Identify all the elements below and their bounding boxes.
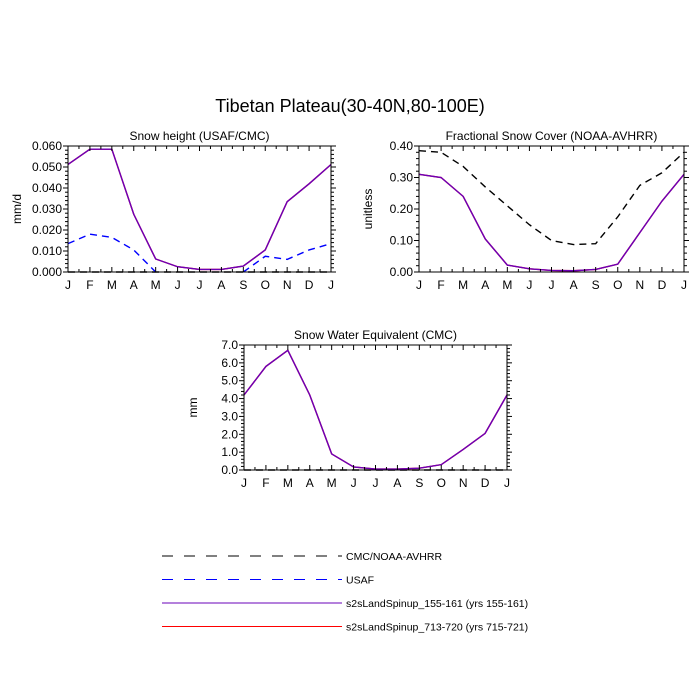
series-line-s2slandspinup-713-720-yrs-715-721- [243, 349, 508, 470]
y-tick-label: 7.0 [221, 338, 238, 352]
y-tick-label: 0.040 [32, 181, 62, 195]
x-tick-label: F [262, 476, 269, 490]
x-tick-label: M [458, 278, 468, 292]
chart-panels: Snow height (USAF/CMC)mm/dJ F M A M J J A S O N D J0… [10, 129, 689, 490]
x-tick-label: A [217, 278, 225, 292]
x-tick-label: N [459, 476, 468, 490]
legend: CMC/NOAA-AVHRR USAF s2sLandSpinup_155-161 … [162, 551, 528, 634]
x-tick-label: J [351, 476, 357, 490]
chart-snow-water-equivalent: Snow Water Equivalent (CMC)mmJ F M A M J J A S O N… [186, 328, 512, 490]
x-tick-label: A [306, 476, 314, 490]
y-axis-label: mm/d [10, 194, 24, 224]
x-tick-label: D [658, 278, 667, 292]
x-tick-label: A [393, 476, 401, 490]
y-tick-label: 0.00 [390, 265, 414, 279]
x-tick-label: A [130, 278, 138, 292]
chart-title: Snow height (USAF/CMC) [129, 129, 269, 143]
y-tick-label: 0.10 [390, 234, 414, 248]
legend-label: CMC/NOAA-AVHRR [346, 551, 442, 563]
series-line-s2slandspinup-713-720-yrs-715-721- [418, 173, 685, 272]
x-tick-label: J [504, 476, 510, 490]
series-line-s2slandspinup-155-161-yrs-155-161- [67, 148, 332, 271]
y-tick-label: 1.0 [221, 445, 238, 459]
y-tick-label: 2.0 [221, 427, 238, 441]
y-tick-label: 0.000 [32, 265, 62, 279]
x-tick-label: S [592, 278, 600, 292]
y-tick-label: 0.20 [390, 202, 414, 216]
figure-title: Tibetan Plateau(30-40N,80-100E) [215, 96, 485, 116]
x-tick-label: J [175, 278, 181, 292]
y-tick-label: 0.30 [390, 171, 414, 185]
legend-label: s2sLandSpinup_713-720 (yrs 715-721) [346, 622, 528, 634]
x-tick-label: J [681, 278, 687, 292]
chart-title: Snow Water Equivalent (CMC) [294, 328, 457, 342]
x-tick-label: M [327, 476, 337, 490]
series-line-cmc-noaa-avhrr [418, 150, 685, 246]
y-tick-label: 0.050 [32, 160, 62, 174]
plot-frame [418, 145, 685, 273]
x-tick-label: M [283, 476, 293, 490]
x-tick-label: O [613, 278, 622, 292]
x-tick-label: N [283, 278, 292, 292]
chart-title: Fractional Snow Cover (NOAA-AVHRR) [446, 129, 658, 143]
x-tick-label: J [526, 278, 532, 292]
x-tick-label: F [437, 278, 444, 292]
x-tick-label: O [437, 476, 446, 490]
x-tick-label: J [241, 476, 247, 490]
y-tick-label: 0.020 [32, 223, 62, 237]
plot-frame [67, 145, 332, 273]
x-tick-label: F [86, 278, 93, 292]
x-tick-label: J [416, 278, 422, 292]
x-tick-label: D [481, 476, 490, 490]
x-tick-label: O [261, 278, 270, 292]
legend-label: USAF [346, 575, 374, 587]
x-tick-label: J [197, 278, 203, 292]
y-tick-label: 0.40 [390, 139, 414, 153]
x-tick-label: J [65, 278, 71, 292]
series-line-s2slandspinup-155-161-yrs-155-161- [243, 349, 508, 470]
y-tick-label: 0.030 [32, 202, 62, 216]
y-tick-label: 0.0 [221, 463, 238, 477]
plot-frame [243, 344, 508, 471]
chart-snow-height: Snow height (USAF/CMC)mm/dJ F M A M J J A S O N D J0… [10, 129, 336, 292]
series-line-s2slandspinup-155-161-yrs-155-161- [418, 173, 685, 272]
y-axis-label: mm [186, 398, 200, 418]
x-tick-label: M [151, 278, 161, 292]
y-tick-label: 0.060 [32, 139, 62, 153]
legend-label: s2sLandSpinup_155-161 (yrs 155-161) [346, 598, 528, 610]
y-tick-label: 6.0 [221, 356, 238, 370]
x-tick-label: J [549, 278, 555, 292]
x-tick-label: S [239, 278, 247, 292]
x-tick-label: A [570, 278, 578, 292]
series-line-usaf [67, 233, 332, 273]
x-tick-label: J [328, 278, 334, 292]
x-tick-label: M [502, 278, 512, 292]
x-tick-label: M [107, 278, 117, 292]
x-tick-label: A [481, 278, 489, 292]
series-line-s2slandspinup-713-720-yrs-715-721- [67, 148, 332, 271]
y-tick-label: 5.0 [221, 374, 238, 388]
x-tick-label: D [305, 278, 314, 292]
y-tick-label: 0.010 [32, 244, 62, 258]
y-tick-label: 3.0 [221, 409, 238, 423]
y-axis-label: unitless [361, 189, 375, 230]
x-tick-label: S [415, 476, 423, 490]
x-tick-label: J [373, 476, 379, 490]
chart-fractional-snow-cover: Fractional Snow Cover (NOAA-AVHRR) unitle… [361, 129, 689, 292]
y-tick-label: 4.0 [221, 392, 238, 406]
x-tick-label: N [635, 278, 644, 292]
